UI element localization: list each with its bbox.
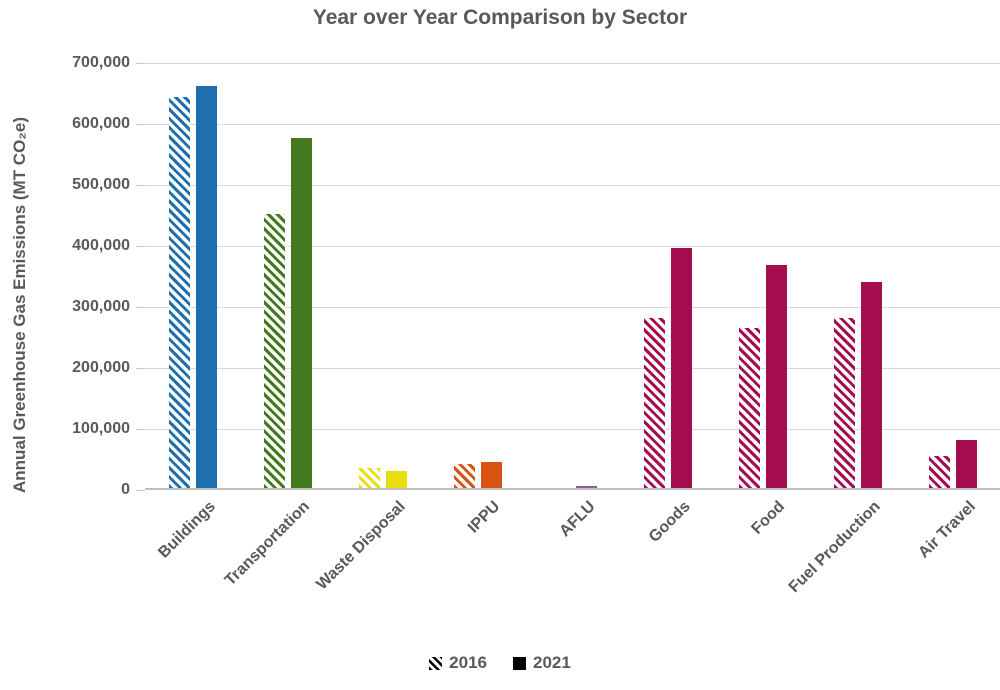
x-category-label-food: Food <box>748 498 789 538</box>
y-tick-mark <box>136 185 145 186</box>
x-axis-line <box>145 488 1000 490</box>
y-tick-mark <box>136 307 145 308</box>
y-tick-label: 100,000 <box>72 420 130 437</box>
bar-2021-buildings <box>195 86 217 488</box>
x-category-label-buildings: Buildings <box>154 498 219 562</box>
y-tick-label: 200,000 <box>72 359 130 376</box>
bar-2016-buildings <box>168 97 190 488</box>
legend-label-2021: 2021 <box>533 653 571 672</box>
y-tick-mark <box>136 124 145 125</box>
plot-area <box>145 62 1000 490</box>
y-tick-label: 500,000 <box>72 176 130 193</box>
bar-2016-air-travel <box>928 455 950 488</box>
y-tick-label: 700,000 <box>72 54 130 71</box>
y-tick-mark <box>136 63 145 64</box>
bar-2016-food <box>738 327 760 488</box>
bar-2021-transportation <box>290 138 312 488</box>
hatched-swatch-icon <box>429 656 443 670</box>
y-tick-mark <box>136 368 145 369</box>
bar-2021-goods <box>670 247 692 488</box>
bar-2021-aflu <box>575 485 597 488</box>
legend-item-2021: 2021 <box>513 653 571 673</box>
gridline <box>145 245 1000 247</box>
y-tick-mark <box>136 490 145 491</box>
bar-2021-waste-disposal <box>385 470 407 488</box>
bar-2016-transportation <box>263 213 285 488</box>
bar-2016-ippu <box>453 463 475 488</box>
bar-2021-fuel-production <box>860 281 882 488</box>
bar-2016-goods <box>643 318 665 488</box>
gridline <box>145 306 1000 308</box>
legend: 2016 2021 <box>0 653 1000 673</box>
y-tick-label: 400,000 <box>72 237 130 254</box>
bar-2021-food <box>765 265 787 488</box>
legend-item-2016: 2016 <box>429 653 487 673</box>
bar-2021-ippu <box>480 461 502 488</box>
gridline <box>145 184 1000 186</box>
y-tick-label: 0 <box>121 481 130 498</box>
gridline <box>145 123 1000 125</box>
chart-title: Year over Year Comparison by Sector <box>312 6 688 29</box>
legend-label-2016: 2016 <box>449 653 487 672</box>
x-category-label-waste-disposal: Waste Disposal <box>313 498 409 594</box>
x-category-label-air-travel: Air Travel <box>914 498 979 562</box>
solid-swatch-icon <box>513 656 526 670</box>
gridline <box>145 428 1000 430</box>
y-tick-mark <box>136 429 145 430</box>
y-tick-label: 300,000 <box>72 298 130 315</box>
bar-2016-fuel-production <box>833 318 855 488</box>
bar-2021-air-travel <box>955 440 977 488</box>
x-category-label-ippu: IPPU <box>465 498 504 537</box>
x-category-label-transportation: Transportation <box>222 498 314 590</box>
y-tick-mark <box>136 246 145 247</box>
y-tick-label: 600,000 <box>72 115 130 132</box>
gridline <box>145 62 1000 64</box>
gridline <box>145 367 1000 369</box>
x-category-label-goods: Goods <box>645 498 694 546</box>
x-category-label-aflu: AFLU <box>556 498 599 541</box>
bar-2016-waste-disposal <box>358 468 380 488</box>
x-category-label-fuel-production: Fuel Production <box>785 498 884 597</box>
